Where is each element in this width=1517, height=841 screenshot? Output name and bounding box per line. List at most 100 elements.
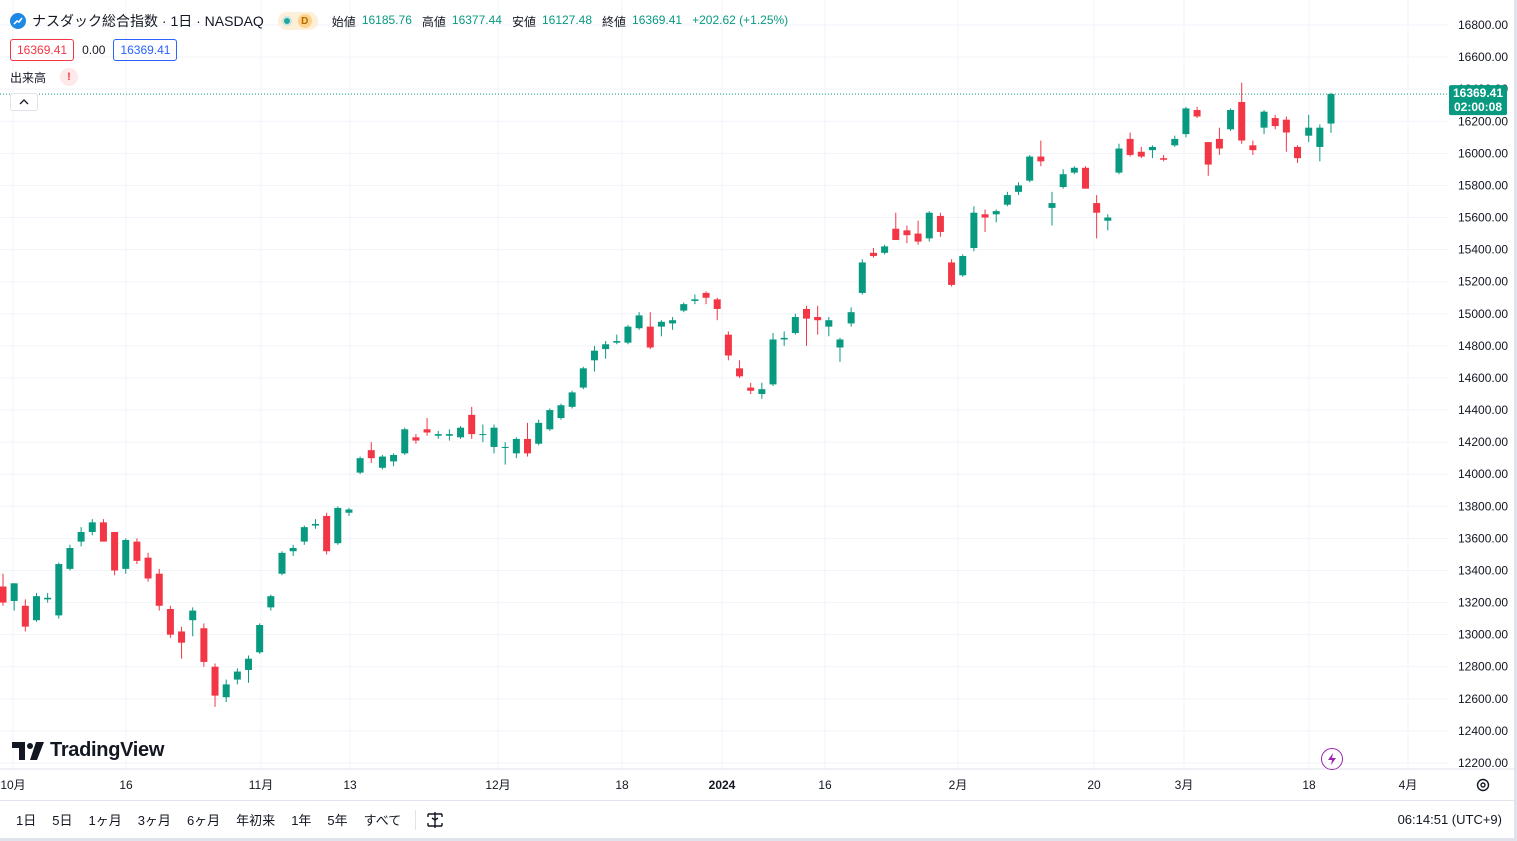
candle-body — [602, 344, 610, 350]
range-button[interactable]: 3ヶ月 — [137, 813, 171, 828]
candle-body — [836, 339, 844, 348]
candle-body — [1015, 185, 1023, 192]
buy-button[interactable]: 16369.41 — [113, 39, 178, 61]
time-tick-label: 13 — [343, 778, 357, 792]
tradingview-logo[interactable]: TradingView — [12, 739, 164, 762]
candle — [423, 418, 431, 436]
candle-body — [825, 320, 833, 327]
candle — [245, 655, 253, 683]
price-tick-label: 15800.00 — [1458, 178, 1508, 192]
candle — [166, 605, 174, 638]
time-tick-label: 12月 — [485, 778, 510, 792]
price-tick-label: 14400.00 — [1458, 403, 1508, 417]
candle-body — [858, 262, 866, 293]
candle-body — [1081, 167, 1089, 189]
warning-icon[interactable]: ! — [60, 68, 79, 86]
range-button[interactable]: すべて — [363, 813, 402, 828]
candle-body — [356, 458, 364, 473]
candle-body — [914, 233, 922, 242]
candles — [0, 82, 1335, 707]
candle-body — [189, 610, 197, 621]
price-tick-label: 16600.00 — [1458, 50, 1508, 64]
candle-body — [1026, 156, 1034, 181]
candle-body — [557, 405, 565, 419]
candle-body — [512, 438, 520, 454]
candle — [1260, 110, 1268, 135]
candle-body — [1104, 217, 1112, 221]
price-chart[interactable]: 16800.0016600.0016400.0016200.0016000.00… — [0, 0, 1514, 800]
range-button[interactable]: 5年 — [327, 813, 348, 828]
candle — [144, 552, 152, 582]
gear-icon[interactable] — [1475, 777, 1491, 793]
range-button[interactable]: 1ヶ月 — [88, 813, 122, 828]
lightning-icon[interactable] — [1321, 748, 1343, 770]
sell-button[interactable]: 16369.41 — [10, 39, 75, 61]
range-button[interactable]: 1日 — [16, 813, 37, 828]
clock[interactable]: 06:14:51 (UTC+9) — [1397, 812, 1502, 827]
range-button[interactable]: 1年 — [291, 813, 312, 828]
candle — [1204, 142, 1212, 176]
range-button[interactable]: 5日 — [52, 813, 73, 828]
candle — [1282, 116, 1290, 152]
time-tick-label: 16 — [119, 778, 133, 792]
time-tick-label: 2月 — [949, 778, 968, 792]
candle — [111, 531, 119, 576]
market-status-badge[interactable]: D — [277, 12, 318, 30]
candle-body — [412, 437, 420, 441]
candle-body — [1126, 138, 1134, 155]
candle-body — [267, 596, 275, 608]
high-label: 高値 — [421, 14, 446, 29]
date-range-icon[interactable] — [424, 809, 446, 831]
candle — [55, 562, 63, 619]
candle-body — [1003, 195, 1011, 205]
candle — [657, 320, 665, 337]
candle-body — [747, 387, 755, 391]
candle-body — [936, 215, 944, 232]
candle-body — [568, 392, 576, 407]
candle-body — [881, 246, 889, 253]
candle — [758, 382, 766, 399]
candle-body — [1160, 158, 1168, 160]
candle-body — [111, 531, 119, 571]
candle — [546, 408, 554, 431]
candle-body — [222, 684, 230, 698]
candle-body — [367, 450, 375, 459]
candle-body — [390, 454, 398, 462]
symbol-title[interactable]: ナスダック総合指数 · 1日 · NASDAQ — [32, 13, 264, 29]
volume-label[interactable]: 出来高 — [10, 70, 47, 85]
candle-body — [44, 597, 52, 600]
price-tick-label: 16200.00 — [1458, 114, 1508, 128]
candle — [791, 313, 799, 335]
price-tick-label: 13000.00 — [1458, 628, 1508, 642]
price-tick-label: 16800.00 — [1458, 18, 1508, 32]
candle-body — [323, 515, 331, 552]
range-button[interactable]: 年初来 — [236, 813, 276, 828]
candle-body — [1093, 203, 1101, 213]
time-tick-label: 18 — [1302, 778, 1316, 792]
collapse-legend-button[interactable] — [10, 93, 38, 111]
candle-body — [345, 509, 353, 513]
candle-body — [1260, 111, 1268, 128]
countdown-text: 02:00:08 — [1454, 100, 1502, 114]
candle — [468, 406, 476, 439]
candle — [992, 209, 1000, 223]
candle-body — [892, 228, 900, 240]
candle — [457, 426, 465, 439]
candle-body — [546, 410, 554, 430]
candle-body — [1171, 138, 1179, 146]
candle-body — [970, 212, 978, 249]
price-tick-label: 15400.00 — [1458, 243, 1508, 257]
candle — [367, 442, 375, 463]
candle-body — [245, 658, 253, 670]
candle-body — [948, 262, 956, 285]
candle — [501, 442, 509, 465]
range-button[interactable]: 6ヶ月 — [186, 813, 221, 828]
candle-body — [590, 350, 598, 361]
candle — [1182, 106, 1190, 138]
candle — [970, 206, 978, 252]
candle-body — [1059, 174, 1067, 188]
candle-body — [1215, 138, 1223, 149]
candle — [178, 626, 186, 659]
last-price-label: 16369.41 02:00:08 — [1449, 85, 1507, 116]
